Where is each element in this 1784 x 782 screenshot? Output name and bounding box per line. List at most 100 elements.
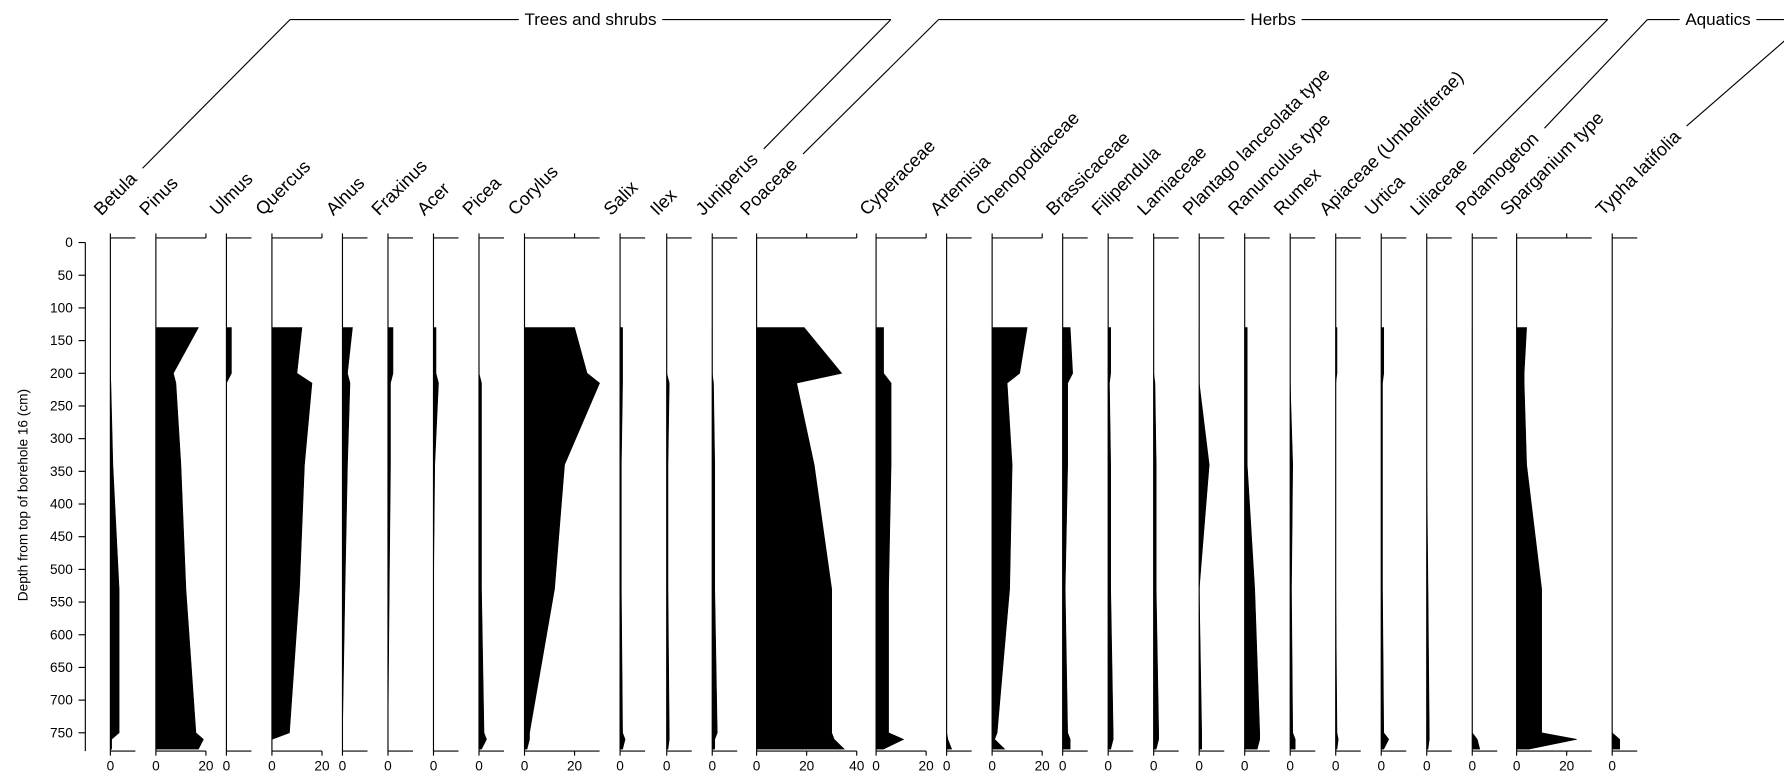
taxon-label: Typha latifolia (1592, 126, 1685, 219)
x-tick-label: 0 (430, 758, 438, 773)
taxon-area (433, 327, 439, 750)
taxon-area (946, 327, 953, 750)
taxon-label: Ilex (646, 185, 680, 219)
taxon-area (155, 327, 204, 750)
x-tick-label: 0 (1150, 758, 1158, 773)
taxon-area (226, 327, 232, 750)
taxon-area (875, 327, 905, 750)
taxon-label: Salix (600, 177, 642, 219)
x-tick-label: 20 (567, 758, 583, 773)
taxon-label: Picea (459, 172, 506, 219)
x-tick-label: 0 (708, 758, 716, 773)
y-tick-label: 500 (50, 562, 73, 577)
x-tick-label: 0 (1241, 758, 1249, 773)
y-tick-label: 400 (50, 497, 73, 512)
x-tick-label: 0 (988, 758, 996, 773)
y-tick-label: 0 (65, 235, 73, 250)
taxon-area (1198, 327, 1210, 750)
taxon-area (666, 327, 670, 750)
taxon-area (1062, 327, 1073, 750)
taxon-area (1244, 327, 1261, 750)
taxon-area (1611, 327, 1620, 750)
x-tick-label: 0 (1195, 758, 1203, 773)
taxon-area (110, 327, 120, 750)
x-tick-label: 20 (198, 758, 214, 773)
taxon-area (991, 327, 1028, 750)
group-label: Herbs (1250, 10, 1295, 29)
x-tick-label: 0 (521, 758, 529, 773)
taxon-area (478, 327, 487, 750)
y-tick-label: 600 (50, 627, 73, 642)
x-tick-label: 20 (1559, 758, 1575, 773)
taxon-area (619, 327, 626, 750)
y-tick-label: 550 (50, 595, 73, 610)
taxon-area (387, 327, 394, 750)
y-tick-label: 650 (50, 660, 73, 675)
x-tick-label: 0 (1377, 758, 1385, 773)
taxon-area (1471, 327, 1481, 750)
group-label: Trees and shrubs (524, 10, 656, 29)
taxon-area (1107, 327, 1114, 750)
x-tick-label: 20 (314, 758, 330, 773)
x-tick-label: 0 (339, 758, 347, 773)
taxon-area (524, 327, 600, 750)
taxon-area (271, 327, 313, 750)
x-tick-label: 0 (152, 758, 160, 773)
x-tick-label: 0 (384, 758, 392, 773)
taxon-area (711, 327, 718, 750)
group-leader (142, 19, 291, 169)
group-leader (1686, 40, 1784, 127)
x-tick-label: 0 (872, 758, 880, 773)
x-tick-label: 0 (753, 758, 761, 773)
x-tick-label: 0 (475, 758, 483, 773)
taxon-area (1426, 327, 1430, 750)
taxon-label: Ulmus (206, 169, 257, 220)
y-tick-label: 200 (50, 366, 73, 381)
group-leader (1544, 19, 1648, 129)
x-tick-label: 0 (616, 758, 624, 773)
x-tick-label: 0 (1104, 758, 1112, 773)
y-tick-label: 100 (50, 300, 73, 315)
group-leader (763, 19, 892, 150)
y-tick-label: 750 (50, 725, 73, 740)
x-tick-label: 0 (1468, 758, 1476, 773)
taxon-area (1335, 327, 1339, 750)
x-tick-label: 20 (799, 758, 815, 773)
taxon-label: Acer (413, 179, 454, 220)
y-tick-label: 700 (50, 693, 73, 708)
x-tick-label: 0 (1286, 758, 1294, 773)
x-tick-label: 0 (223, 758, 231, 773)
y-tick-label: 350 (50, 464, 73, 479)
x-tick-label: 0 (663, 758, 671, 773)
taxon-area (1153, 327, 1159, 750)
group-leader (802, 19, 940, 155)
taxon-area (342, 327, 353, 750)
x-tick-label: 0 (107, 758, 115, 773)
group-label: Aquatics (1685, 10, 1750, 29)
taxon-label: Pinus (135, 173, 181, 219)
y-tick-label: 50 (58, 268, 74, 283)
taxon-area (756, 327, 845, 750)
x-tick-label: 20 (1035, 758, 1051, 773)
x-tick-label: 0 (943, 758, 951, 773)
y-tick-label: 450 (50, 529, 73, 544)
x-tick-label: 0 (268, 758, 276, 773)
taxon-area (1516, 327, 1577, 750)
x-tick-label: 0 (1513, 758, 1521, 773)
taxon-label: Betula (90, 168, 141, 219)
x-tick-label: 40 (849, 758, 865, 773)
y-tick-label: 150 (50, 333, 73, 348)
taxon-label: Alnus (322, 173, 368, 219)
y-tick-label: 250 (50, 399, 73, 414)
taxon-area (1289, 327, 1296, 750)
taxon-area (1380, 327, 1390, 750)
x-tick-label: 0 (1332, 758, 1340, 773)
group-leader (1472, 19, 1609, 155)
y-tick-label: 300 (50, 431, 73, 446)
taxon-label: Corylus (504, 161, 562, 219)
x-tick-label: 20 (919, 758, 935, 773)
taxon-label: Quercus (252, 156, 315, 219)
x-tick-label: 0 (1059, 758, 1067, 773)
